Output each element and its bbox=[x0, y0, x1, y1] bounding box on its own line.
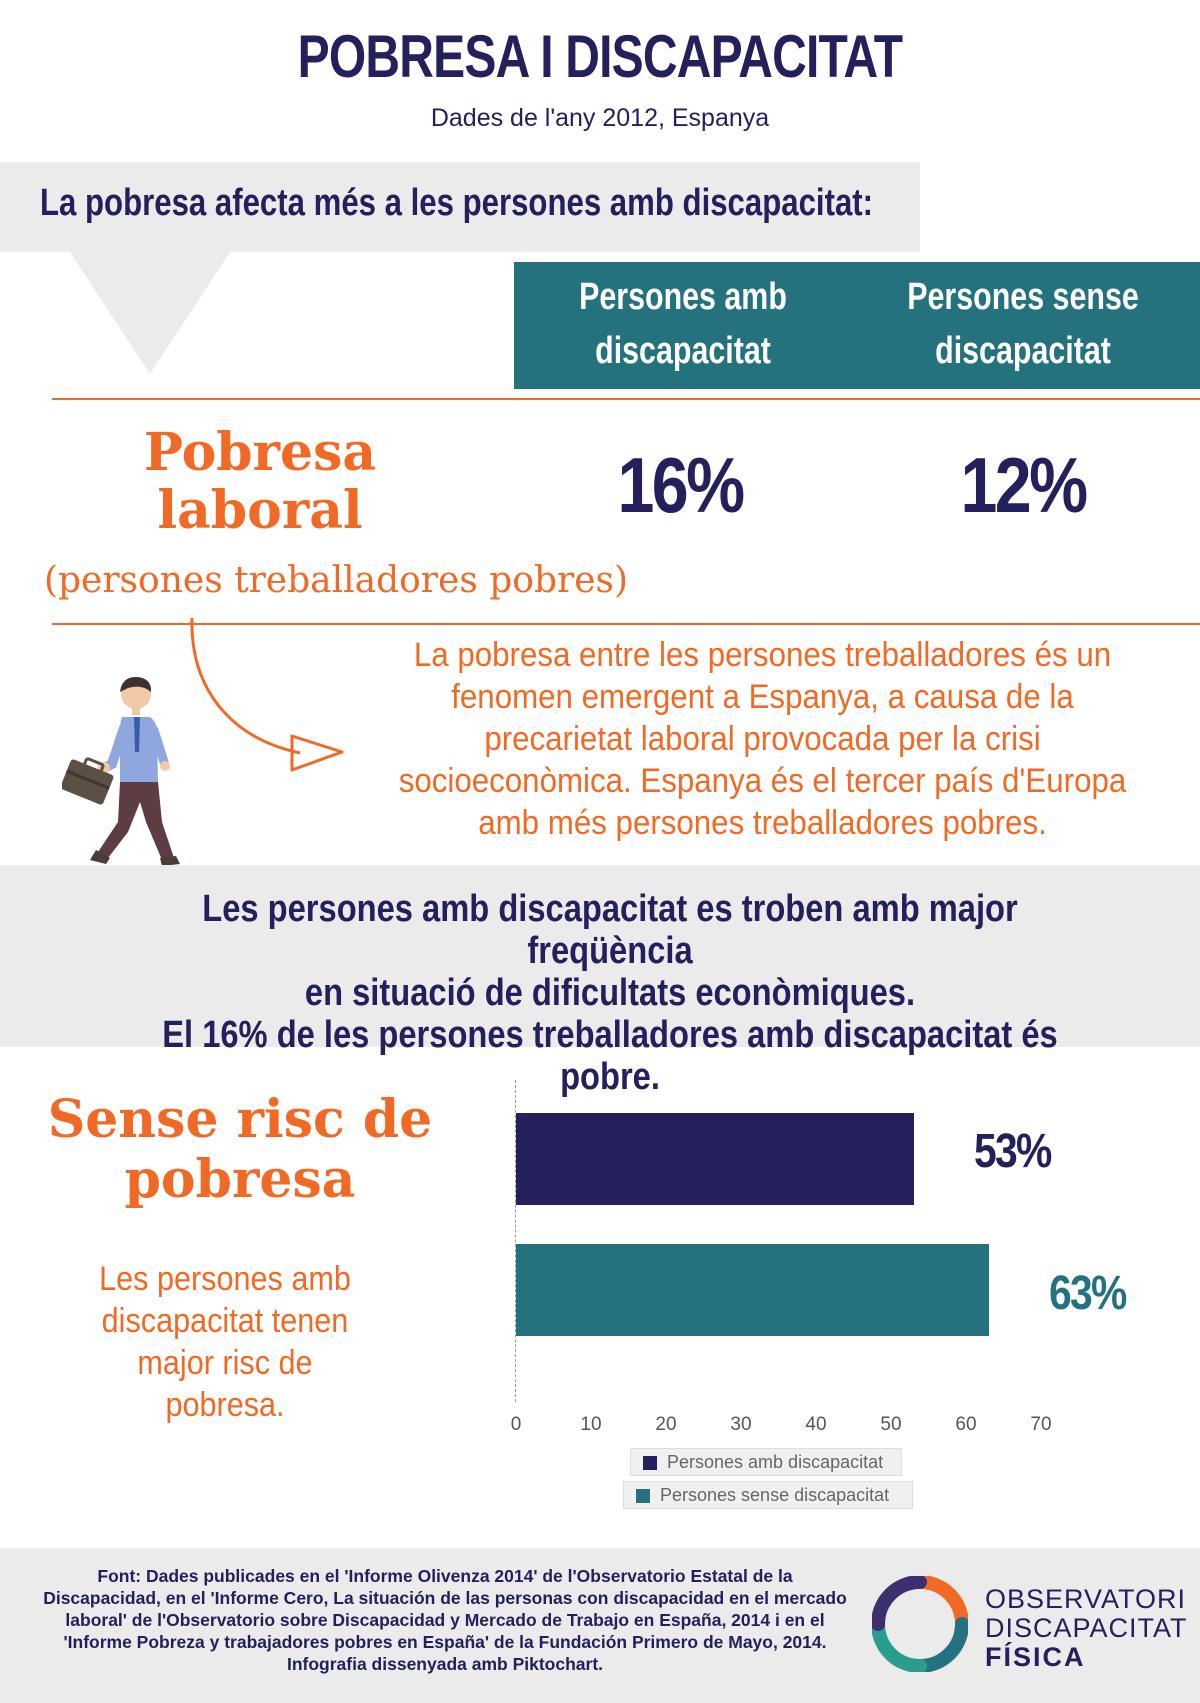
table-header bbox=[514, 262, 1200, 389]
intro-text: La pobresa afecta més a les persones amb… bbox=[40, 182, 874, 224]
bar-without-disability bbox=[516, 1244, 989, 1336]
highlight-text: Les persones amb discapacitat es troben … bbox=[162, 888, 1058, 1098]
column-header-with-disability: Persones amb discapacitat bbox=[579, 276, 787, 372]
row-sublabel: (persones treballadores pobres) bbox=[43, 560, 629, 601]
x-tick-label: 40 bbox=[805, 1414, 827, 1435]
explanation-paragraph: La pobresa entre les persones treballado… bbox=[398, 636, 1127, 842]
highlight-band bbox=[0, 865, 1200, 1047]
column-header-without-disability: Persones sense discapacitat bbox=[907, 276, 1139, 372]
logo-text-line1: OBSERVATORI bbox=[985, 1584, 1187, 1614]
x-tick-label: 30 bbox=[730, 1414, 752, 1435]
risk-section-paragraph: Les persones amb discapacitat tenen majo… bbox=[99, 1260, 351, 1424]
page-subtitle: Dades de l'any 2012, Espanya bbox=[430, 104, 770, 132]
value-without-disability: 12% bbox=[960, 441, 1088, 529]
curved-arrow-icon bbox=[190, 618, 344, 772]
logo-text-line2: DISCAPACITAT bbox=[985, 1613, 1188, 1643]
divider-top bbox=[52, 398, 1200, 400]
footer-source-text: Font: Dades publicades en el 'Informe Ol… bbox=[43, 1566, 847, 1674]
risk-section-title: Sense risc de pobresa bbox=[47, 1089, 433, 1210]
legend-item-without-disability: Persones sense discapacitat bbox=[623, 1481, 913, 1509]
x-tick-label: 60 bbox=[955, 1414, 977, 1435]
value-with-disability: 16% bbox=[617, 441, 745, 529]
x-tick-label: 70 bbox=[1030, 1414, 1052, 1435]
intro-band bbox=[0, 162, 920, 252]
x-tick-label: 0 bbox=[510, 1414, 522, 1435]
x-tick-label: 50 bbox=[880, 1414, 902, 1435]
observatori-logo-icon bbox=[872, 1576, 968, 1672]
logo-text-line3: FÍSICA bbox=[985, 1642, 1086, 1672]
chart-axis bbox=[515, 1080, 516, 1402]
bar-with-disability bbox=[516, 1113, 914, 1205]
legend-swatch bbox=[636, 1489, 650, 1503]
bar-label-with-disability: 53% bbox=[973, 1125, 1052, 1178]
x-tick-label: 20 bbox=[655, 1414, 677, 1435]
divider-bottom bbox=[52, 623, 1200, 625]
speech-pointer bbox=[70, 252, 230, 374]
bar-label-without-disability: 63% bbox=[1048, 1267, 1127, 1320]
legend-item-with-disability: Persones amb discapacitat bbox=[630, 1448, 902, 1476]
footer-band bbox=[0, 1548, 1200, 1703]
x-tick-label: 10 bbox=[580, 1414, 602, 1435]
walking-worker-icon bbox=[62, 676, 180, 866]
row-label-work-poverty: Pobresa laboral bbox=[143, 422, 377, 541]
legend-swatch bbox=[643, 1456, 657, 1470]
page-title: POBRESA I DISCAPACITAT bbox=[297, 23, 903, 90]
